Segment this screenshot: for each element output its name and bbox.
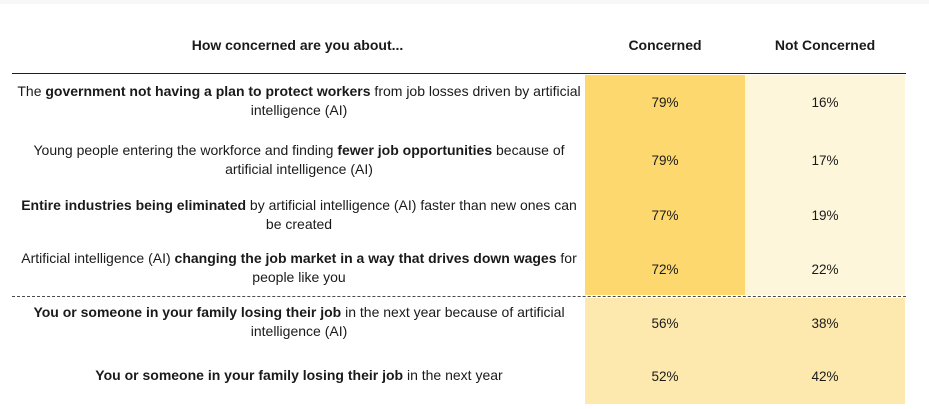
question-label: Young people entering the workforce and …	[14, 141, 584, 179]
not-concerned-value: 16%	[811, 95, 839, 110]
concerned-value: 79%	[651, 95, 679, 110]
question-text: for people like you	[252, 250, 577, 285]
concerned-value: 56%	[651, 316, 679, 331]
question-emphasis: Entire industries being eliminated	[21, 197, 247, 213]
not-concerned-column-header: Not Concerned	[774, 37, 876, 53]
concerned-cell-bg-group1	[585, 75, 745, 295]
question-text: in the next year because of artificial i…	[250, 304, 565, 339]
not-concerned-cell-bg-group2	[745, 298, 905, 404]
question-text: in the next year	[403, 367, 503, 383]
question-emphasis: changing the job market in a way that dr…	[174, 250, 557, 266]
question-emphasis: fewer job opportunities	[337, 142, 493, 158]
question-label: You or someone in your family losing the…	[14, 366, 584, 385]
question-text: from job losses driven by artificial int…	[250, 83, 581, 118]
question-label: Artificial intelligence (AI) changing th…	[14, 249, 584, 287]
question-emphasis: You or someone in your family losing the…	[95, 367, 404, 383]
question-text: by artificial intelligence (AI) faster t…	[246, 197, 577, 232]
top-band	[0, 0, 929, 4]
not-concerned-value: 19%	[811, 208, 839, 223]
not-concerned-value: 42%	[811, 369, 839, 384]
concerned-column-header: Concerned	[628, 37, 702, 53]
question-column-header: How concerned are you about...	[191, 37, 404, 53]
question-emphasis: government not having a plan to protect …	[45, 83, 371, 99]
question-text: Young people entering the workforce and …	[33, 142, 338, 158]
question-emphasis: You or someone in your family losing the…	[33, 304, 342, 320]
not-concerned-value: 38%	[811, 316, 839, 331]
not-concerned-value: 17%	[811, 153, 839, 168]
question-text: Artificial intelligence (AI)	[21, 250, 175, 266]
header-rule	[12, 73, 906, 74]
group-divider	[12, 296, 906, 297]
not-concerned-value: 22%	[811, 262, 839, 277]
concerned-cell-bg-group2	[585, 298, 745, 404]
concerned-value: 79%	[651, 153, 679, 168]
concerned-value: 72%	[651, 262, 679, 277]
concerned-value: 77%	[651, 208, 679, 223]
question-text: because of artificial intelligence (AI)	[225, 142, 565, 177]
question-text: The	[17, 83, 46, 99]
question-label: Entire industries being eliminated by ar…	[14, 196, 584, 234]
question-label: You or someone in your family losing the…	[14, 303, 584, 341]
question-label: The government not having a plan to prot…	[14, 82, 584, 120]
concerned-value: 52%	[651, 369, 679, 384]
not-concerned-cell-bg-group1	[745, 75, 905, 295]
